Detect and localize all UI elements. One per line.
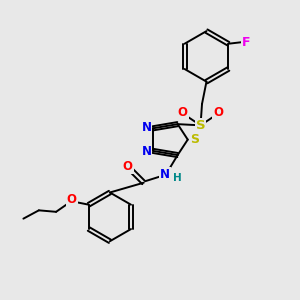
Text: F: F xyxy=(242,36,250,49)
Text: S: S xyxy=(190,133,199,146)
Text: H: H xyxy=(173,173,182,183)
Text: O: O xyxy=(123,160,133,173)
Text: N: N xyxy=(160,168,170,181)
Text: O: O xyxy=(213,106,224,119)
Text: O: O xyxy=(67,194,77,206)
Text: S: S xyxy=(196,119,205,132)
Text: O: O xyxy=(178,106,188,119)
Text: N: N xyxy=(141,121,152,134)
Text: N: N xyxy=(141,145,152,158)
